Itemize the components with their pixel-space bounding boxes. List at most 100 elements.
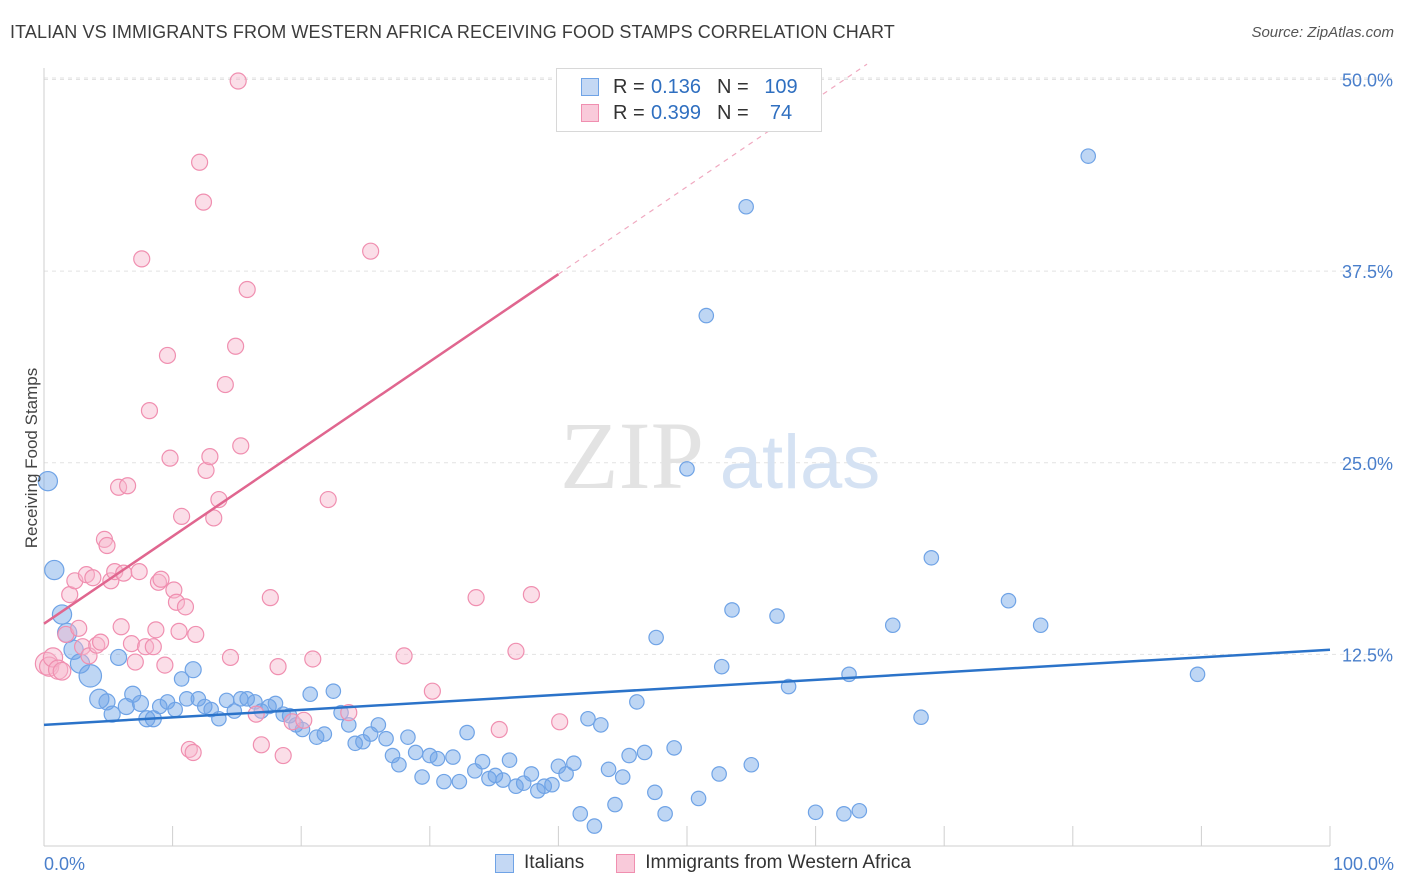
data-point [261, 589, 279, 607]
legend-label-immigrants: Immigrants from Western Africa [645, 852, 911, 873]
data-point [167, 593, 186, 611]
data-point [130, 562, 148, 581]
stats-row-italians: R = 0.136 N = 109 [581, 75, 803, 99]
data-point [769, 608, 785, 624]
data-point [507, 642, 525, 660]
immigrants-trend-line [43, 273, 560, 625]
watermark-zip: ZIP [560, 402, 704, 509]
immigrants-legend-swatch [616, 853, 636, 873]
data-point [126, 653, 144, 671]
data-point [407, 744, 424, 761]
y-tick-label: 50.0% [1342, 71, 1393, 91]
watermark: ZIP atlas [560, 402, 880, 509]
data-point [558, 766, 574, 782]
data-point [600, 761, 617, 778]
data-point [216, 375, 234, 394]
data-point [73, 638, 92, 656]
data-point [176, 598, 195, 616]
data-point [187, 625, 205, 644]
y-tick-label: 25.0% [1342, 454, 1393, 474]
data-point [158, 346, 177, 365]
data-point [347, 735, 364, 752]
data-point [319, 490, 337, 509]
data-point [523, 766, 540, 782]
data-point [227, 337, 245, 355]
italians-legend-swatch [495, 853, 515, 873]
data-point [340, 717, 357, 733]
data-point [232, 437, 250, 455]
data-point [614, 769, 631, 785]
data-point [923, 549, 940, 566]
legend-item-italians[interactable]: Italians [495, 852, 584, 874]
data-point [205, 509, 223, 527]
data-point [391, 756, 407, 773]
grid-lines [44, 77, 1392, 655]
data-point [112, 618, 130, 636]
trend-lines [43, 63, 1331, 727]
data-point [131, 694, 150, 713]
data-point [451, 773, 468, 790]
data-point [495, 772, 511, 788]
data-point [400, 729, 416, 745]
legend-item-immigrants[interactable]: Immigrants from Western Africa [616, 852, 911, 874]
data-point [698, 307, 715, 324]
data-point [239, 691, 255, 707]
data-point [170, 622, 188, 640]
data-point [607, 796, 623, 813]
data-point [149, 573, 168, 591]
y-tick-labels: 12.5% 25.0% 37.5% 50.0% [1342, 71, 1393, 666]
y-tick-label: 37.5% [1342, 262, 1393, 282]
r-label: R = [613, 75, 645, 98]
data-point [544, 776, 560, 793]
data-point [91, 633, 110, 651]
data-point [194, 193, 213, 211]
data-point [743, 756, 760, 773]
data-point [395, 647, 413, 665]
data-point [191, 153, 209, 171]
stats-row-immigrants: R = 0.399 N = 74 [581, 101, 803, 125]
data-point [621, 747, 637, 764]
immigrants-points [34, 72, 569, 765]
data-point [316, 726, 333, 742]
data-point [184, 661, 202, 679]
r-label: R = [613, 101, 645, 124]
italians-trend-line [43, 648, 1331, 727]
data-point [340, 704, 358, 722]
data-point [197, 461, 215, 480]
data-point [467, 589, 485, 607]
data-point [378, 730, 394, 747]
data-point [508, 778, 524, 795]
data-point [780, 678, 797, 695]
data-point [173, 671, 190, 687]
data-point [884, 617, 901, 634]
data-point [648, 629, 664, 646]
r-value-immigrants: 0.399 [651, 101, 702, 124]
data-point [140, 402, 159, 420]
data-point [201, 448, 219, 466]
data-point [551, 713, 569, 731]
y-tick-label: 12.5% [1342, 645, 1393, 665]
data-point [421, 747, 438, 764]
data-point [98, 536, 116, 555]
data-point [42, 647, 64, 668]
data-point [738, 198, 754, 215]
legend-label-italians: Italians [524, 852, 585, 873]
data-point [429, 750, 446, 767]
data-point [173, 507, 191, 526]
data-point [295, 711, 313, 729]
data-point [836, 806, 852, 822]
data-point [184, 743, 202, 762]
r-value-italians: 0.136 [651, 75, 702, 98]
data-point [221, 648, 240, 667]
data-point [70, 619, 88, 637]
n-label: N = [717, 75, 749, 98]
data-point [122, 635, 141, 653]
data-point [629, 694, 645, 710]
bottom-legend: Italians Immigrants from Western Africa [0, 852, 1406, 874]
data-point [474, 753, 491, 770]
data-point [1000, 592, 1017, 609]
data-point [436, 773, 452, 790]
data-point [37, 470, 59, 492]
data-point [118, 477, 137, 495]
